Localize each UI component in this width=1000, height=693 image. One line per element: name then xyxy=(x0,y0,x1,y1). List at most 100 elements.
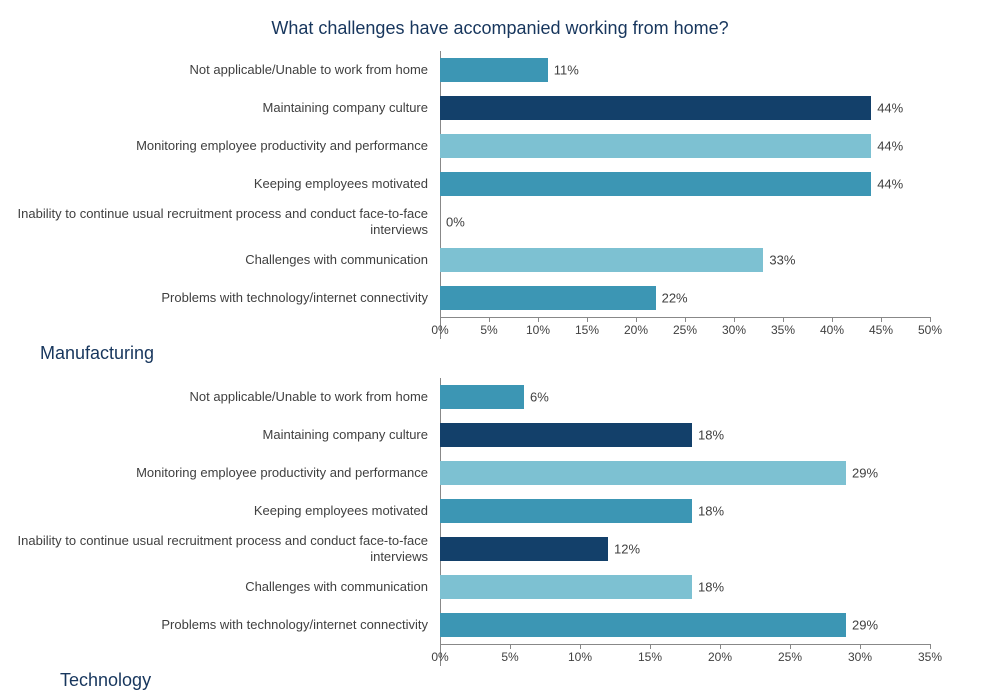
chart-technology: Not applicable/Unable to work from home 6… xyxy=(0,378,1000,666)
x-tick xyxy=(685,317,686,322)
x-tick xyxy=(790,644,791,649)
plot-area: 12% xyxy=(440,530,930,568)
axis-area: 0%5%10%15%20%25%30%35% xyxy=(440,644,930,666)
chart-row: Keeping employees motivated 18% xyxy=(0,492,1000,530)
value-label: 44% xyxy=(871,101,903,116)
x-tick-label: 0% xyxy=(431,650,448,664)
x-tick-label: 10% xyxy=(568,650,592,664)
x-tick-label: 45% xyxy=(869,323,893,337)
chart-row: Problems with technology/internet connec… xyxy=(0,279,1000,317)
chart-row: Challenges with communication 33% xyxy=(0,241,1000,279)
chart-row: Challenges with communication 18% xyxy=(0,568,1000,606)
chart-title: What challenges have accompanied working… xyxy=(0,0,1000,47)
x-tick xyxy=(489,317,490,322)
x-tick xyxy=(832,317,833,322)
category-label: Monitoring employee productivity and per… xyxy=(0,138,440,154)
plot-area: 44% xyxy=(440,127,930,165)
x-tick xyxy=(538,317,539,322)
group-label-manufacturing: Manufacturing xyxy=(0,343,1000,364)
category-label: Problems with technology/internet connec… xyxy=(0,617,440,633)
x-tick xyxy=(636,317,637,322)
bar xyxy=(440,385,524,409)
x-tick-label: 25% xyxy=(778,650,802,664)
chart-row: Monitoring employee productivity and per… xyxy=(0,454,1000,492)
value-label: 33% xyxy=(763,253,795,268)
chart-row: Not applicable/Unable to work from home 6… xyxy=(0,378,1000,416)
x-tick xyxy=(510,644,511,649)
x-tick-label: 20% xyxy=(624,323,648,337)
x-tick-label: 40% xyxy=(820,323,844,337)
x-tick xyxy=(440,317,441,322)
category-label: Inability to continue usual recruitment … xyxy=(0,533,440,566)
x-tick xyxy=(783,317,784,322)
bar xyxy=(440,499,692,523)
chart-row: Inability to continue usual recruitment … xyxy=(0,530,1000,568)
x-tick xyxy=(587,317,588,322)
plot-area: 6% xyxy=(440,378,930,416)
x-tick xyxy=(930,644,931,649)
x-tick-label: 5% xyxy=(480,323,497,337)
plot-area: 18% xyxy=(440,492,930,530)
value-label: 12% xyxy=(608,542,640,557)
category-label: Problems with technology/internet connec… xyxy=(0,290,440,306)
x-tick-label: 0% xyxy=(431,323,448,337)
category-label: Challenges with communication xyxy=(0,579,440,595)
bar xyxy=(440,613,846,637)
category-label: Maintaining company culture xyxy=(0,100,440,116)
value-label: 44% xyxy=(871,139,903,154)
plot-area: 33% xyxy=(440,241,930,279)
x-tick xyxy=(650,644,651,649)
chart-row: Inability to continue usual recruitment … xyxy=(0,203,1000,241)
bar xyxy=(440,575,692,599)
value-label: 22% xyxy=(656,291,688,306)
bar xyxy=(440,96,871,120)
plot-area: 44% xyxy=(440,165,930,203)
plot-area: 29% xyxy=(440,454,930,492)
group-label-technology: Technology xyxy=(0,670,1000,691)
category-label: Not applicable/Unable to work from home xyxy=(0,389,440,405)
x-tick-label: 35% xyxy=(771,323,795,337)
value-label: 18% xyxy=(692,428,724,443)
x-axis-line xyxy=(440,644,930,645)
x-axis: 0%5%10%15%20%25%30%35% xyxy=(0,644,1000,666)
value-label: 18% xyxy=(692,580,724,595)
x-tick-label: 15% xyxy=(575,323,599,337)
value-label: 29% xyxy=(846,466,878,481)
x-tick-label: 25% xyxy=(673,323,697,337)
bar xyxy=(440,248,763,272)
value-label: 11% xyxy=(548,63,579,78)
x-tick-label: 35% xyxy=(918,650,942,664)
x-tick-label: 50% xyxy=(918,323,942,337)
category-label: Keeping employees motivated xyxy=(0,176,440,192)
x-tick xyxy=(881,317,882,322)
bar xyxy=(440,172,871,196)
x-axis: 0% 5% 10% 15% 20% 25% 30% 35% 40% 45% 50% xyxy=(0,317,1000,339)
plot-area: 44% xyxy=(440,89,930,127)
value-label: 6% xyxy=(524,390,549,405)
category-label: Challenges with communication xyxy=(0,252,440,268)
x-tick xyxy=(580,644,581,649)
x-tick xyxy=(720,644,721,649)
plot-area: 22% xyxy=(440,279,930,317)
x-tick-label: 30% xyxy=(848,650,872,664)
chart-row: Maintaining company culture 44% xyxy=(0,89,1000,127)
category-label: Inability to continue usual recruitment … xyxy=(0,206,440,239)
plot-area: 0% xyxy=(440,203,930,241)
chart-row: Not applicable/Unable to work from home1… xyxy=(0,51,1000,89)
category-label: Maintaining company culture xyxy=(0,427,440,443)
bar xyxy=(440,537,608,561)
value-label: 18% xyxy=(692,504,724,519)
x-tick xyxy=(860,644,861,649)
x-tick-label: 30% xyxy=(722,323,746,337)
x-tick-label: 10% xyxy=(526,323,550,337)
x-tick xyxy=(930,317,931,322)
x-tick-label: 20% xyxy=(708,650,732,664)
value-label: 44% xyxy=(871,177,903,192)
category-label: Keeping employees motivated xyxy=(0,503,440,519)
chart-row: Monitoring employee productivity and per… xyxy=(0,127,1000,165)
bar xyxy=(440,134,871,158)
x-tick xyxy=(440,644,441,649)
plot-area: 18% xyxy=(440,416,930,454)
category-label: Monitoring employee productivity and per… xyxy=(0,465,440,481)
chart-manufacturing: Not applicable/Unable to work from home1… xyxy=(0,51,1000,339)
